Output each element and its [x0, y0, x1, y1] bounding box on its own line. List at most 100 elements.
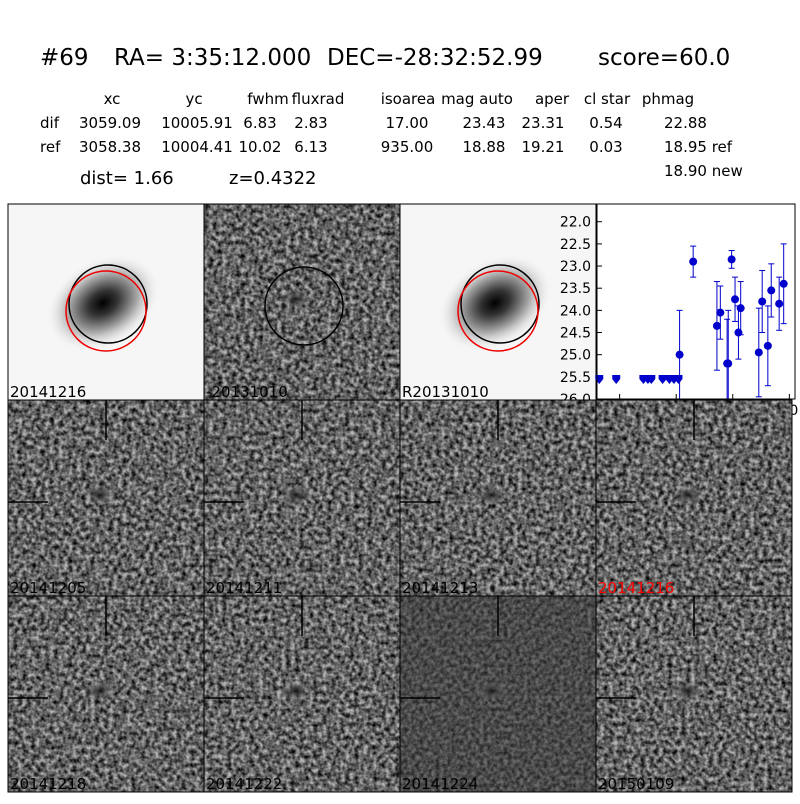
column-header: yc [185, 90, 202, 108]
source [84, 681, 116, 701]
ra: RA= 3:35:12.000 [114, 45, 311, 71]
point [734, 328, 743, 337]
cell: 6.13 [294, 138, 327, 156]
cell: 3058.38 [79, 138, 141, 156]
panel-label: 20141211 [206, 579, 282, 597]
source [672, 485, 704, 505]
point [736, 304, 745, 313]
panel: 20141205 [7, 399, 205, 597]
panel-label: 20141218 [10, 775, 86, 793]
column-header: aper [535, 90, 570, 108]
column-header: xc [104, 90, 121, 108]
cell: 18.88 [463, 138, 506, 156]
point [689, 257, 698, 266]
point [779, 279, 788, 288]
upper-limit [647, 375, 656, 385]
point [763, 341, 772, 350]
cell: 23.43 [463, 114, 506, 132]
panel-label: -20131010 [206, 383, 288, 401]
source [84, 485, 116, 505]
panel: 20141216 [595, 399, 793, 597]
y-tick-label: 23.5 [560, 281, 591, 297]
y-tick-label: 24.5 [560, 326, 591, 342]
panel-label: R20131010 [402, 383, 489, 401]
galaxy [436, 253, 554, 353]
dist: dist= 1.66 [80, 168, 174, 189]
upper-limit [612, 375, 621, 385]
cell: 17.00 [386, 114, 429, 132]
panel-label: 20141213 [402, 579, 478, 597]
point [727, 255, 736, 264]
upper-limit [658, 375, 667, 385]
point [775, 299, 784, 308]
panel: -20131010 [203, 203, 401, 401]
cell: 2.83 [294, 114, 327, 132]
cell: 935.00 [381, 138, 434, 156]
score: score=60.0 [598, 45, 730, 71]
y-tick-label: 22.5 [560, 237, 591, 253]
panel: 20150109 [595, 595, 793, 793]
source [280, 289, 312, 309]
row-label: ref [40, 138, 61, 156]
cell: 0.54 [589, 114, 622, 132]
cell: 10.02 [239, 138, 282, 156]
panel: 20141211 [203, 399, 401, 597]
point [758, 297, 767, 306]
column-header: phmag [642, 90, 694, 108]
point [716, 308, 725, 317]
panel: 20141213 [399, 399, 597, 597]
aperture-ref [65, 270, 147, 352]
source [280, 681, 312, 701]
point [754, 348, 763, 357]
point [724, 359, 733, 368]
table: xc yc fwhm fluxrad isoarea mag auto aper cl sta… [40, 90, 733, 156]
y-tick-label: 22.0 [560, 215, 591, 231]
column-header: fwhm [247, 90, 288, 108]
header: #69 RA= 3:35:12.000 DEC=-28:32:52.99 sco… [40, 45, 730, 71]
cell: 3059.09 [79, 114, 141, 132]
panel: 20141222 [203, 595, 401, 793]
source [672, 681, 704, 701]
redshift: z=0.4322 [229, 168, 317, 189]
dec: DEC=-28:32:52.99 [327, 45, 543, 71]
cell: 10004.41 [161, 138, 233, 156]
column-header: isoarea [381, 90, 436, 108]
cell: 10005.91 [161, 114, 233, 132]
panel: 20141216 [7, 203, 205, 401]
panel: 20141224 [399, 595, 597, 793]
upper-limit [674, 375, 683, 385]
panel-label: 20141216 [10, 383, 86, 401]
column-header: mag auto [441, 90, 513, 108]
y-tick-label: 24.0 [560, 303, 591, 319]
y-tick-label: 25.5 [560, 370, 591, 386]
point [731, 295, 740, 304]
cell: 19.21 [522, 138, 565, 156]
point [767, 286, 776, 295]
plot-frame [596, 203, 796, 400]
panel-label: 20141216 [598, 579, 674, 597]
y-tick-label: 25.0 [560, 348, 591, 364]
y-tick-label: 23.0 [560, 259, 591, 275]
cell: 22.88 [664, 114, 707, 132]
cell: 23.31 [522, 114, 565, 132]
galaxy [44, 253, 162, 353]
aperture [68, 264, 148, 344]
panel: 20141218 [7, 595, 205, 793]
point [712, 321, 721, 330]
panel: R20131010 [399, 203, 597, 401]
source [476, 485, 508, 505]
source [280, 485, 312, 505]
cell: 18.95 ref [664, 138, 733, 156]
row-label: dif [40, 114, 60, 132]
panel-frame [595, 595, 793, 793]
cell: 6.83 [243, 114, 276, 132]
panel: 22.022.523.023.524.024.525.025.526.0-100… [560, 203, 798, 419]
cell: 0.03 [589, 138, 622, 156]
aperture-ref [457, 270, 539, 352]
aperture [460, 264, 540, 344]
panel-label: 20150109 [598, 775, 674, 793]
point [675, 350, 684, 359]
column-header: cl star [584, 90, 631, 108]
